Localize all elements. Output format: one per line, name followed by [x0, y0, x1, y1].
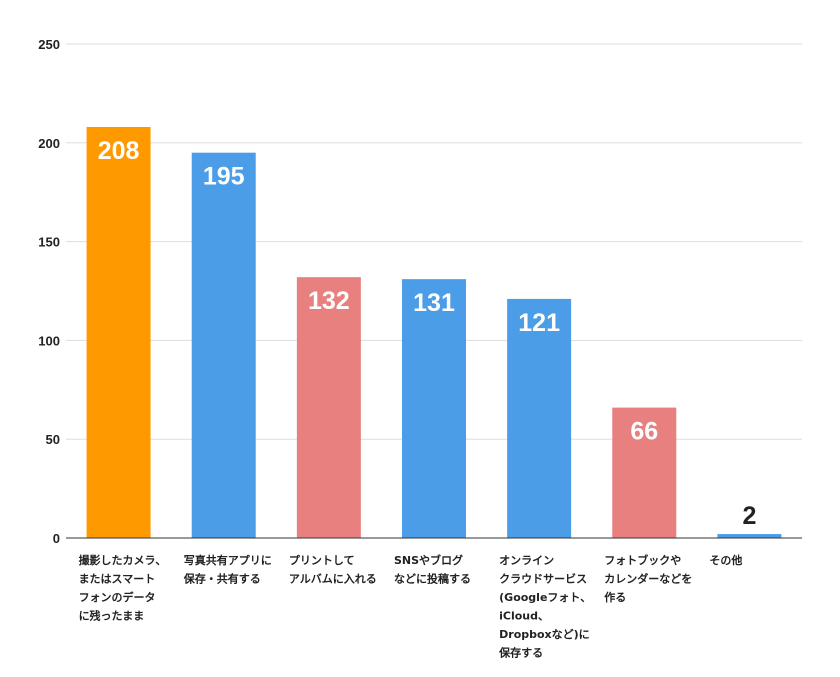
- category-label-line: その他: [709, 553, 742, 567]
- y-tick-label: 50: [46, 432, 60, 447]
- y-tick-label: 0: [53, 531, 60, 546]
- category-label-line: フォンのデータ: [79, 590, 156, 604]
- category-label-line: SNSやブログ: [394, 553, 463, 567]
- grid-lines: [66, 43, 802, 440]
- bar: [507, 298, 572, 538]
- category-label-line: アルバムに入れる: [289, 573, 377, 586]
- category-label-line: フォトブックや: [604, 553, 681, 567]
- category-label-line: カレンダーなどを: [604, 572, 692, 586]
- category-label-line: 撮影したカメラ、: [79, 553, 167, 567]
- category-label-line: クラウドサービス: [499, 572, 587, 586]
- bar: [86, 126, 151, 538]
- bar-value-label: 121: [518, 309, 560, 337]
- category-label-line: 保存・共有する: [183, 572, 261, 586]
- category-label-line: iCloud、: [499, 610, 549, 623]
- category-label-line: オンライン: [499, 554, 554, 567]
- category-label: 撮影したカメラ、またはスマートフォンのデータに残ったまま: [79, 553, 167, 623]
- bar-value-label: 132: [308, 287, 350, 315]
- bar: [402, 279, 466, 538]
- category-label-line: 保存する: [498, 646, 543, 660]
- bar: [717, 534, 782, 538]
- category-label: オンラインクラウドサービス (Googleフォト、 iCloud、 Dropboxなど…: [498, 554, 591, 660]
- bar-value-label: 195: [203, 163, 245, 191]
- category-label: フォトブックやカレンダーなどを作る: [604, 553, 692, 604]
- category-label-line: Dropboxなど)に: [499, 628, 590, 641]
- category-label: プリントしてアルバムに入れる: [289, 553, 377, 586]
- bar-value-label: 2: [742, 502, 756, 530]
- y-tick-label: 200: [38, 136, 60, 151]
- category-label-line: に残ったまま: [79, 609, 145, 623]
- bar: [612, 407, 677, 538]
- category-labels: 撮影したカメラ、またはスマートフォンのデータに残ったまま写真共有アプリに保存・共…: [79, 553, 743, 660]
- y-tick-label: 250: [38, 37, 60, 52]
- value-labels: 208 195 132 131 121 66 2: [98, 137, 757, 530]
- bar-value-label: 208: [98, 137, 140, 165]
- category-label: SNSやブログなどに投稿する: [394, 553, 471, 586]
- bar: [296, 277, 361, 538]
- y-axis-tick-labels: 0 50 100 150 200 250: [38, 37, 60, 546]
- y-tick-label: 150: [38, 235, 60, 250]
- category-label-line: などに投稿する: [394, 572, 471, 586]
- category-label: 写真共有アプリに保存・共有する: [183, 553, 272, 586]
- category-label-line: プリントして: [289, 553, 355, 567]
- category-label-line: 写真共有アプリに: [184, 553, 272, 567]
- category-label-line: またはスマート: [79, 573, 156, 586]
- category-label: その他: [709, 553, 742, 567]
- y-tick-label: 100: [38, 333, 60, 348]
- bar-value-label: 66: [630, 418, 658, 446]
- bar-value-label: 131: [413, 289, 455, 317]
- bar: [191, 152, 256, 538]
- bars: [86, 126, 782, 538]
- category-label-line: (Googleフォト、: [499, 591, 591, 604]
- category-label-line: 作る: [604, 590, 626, 604]
